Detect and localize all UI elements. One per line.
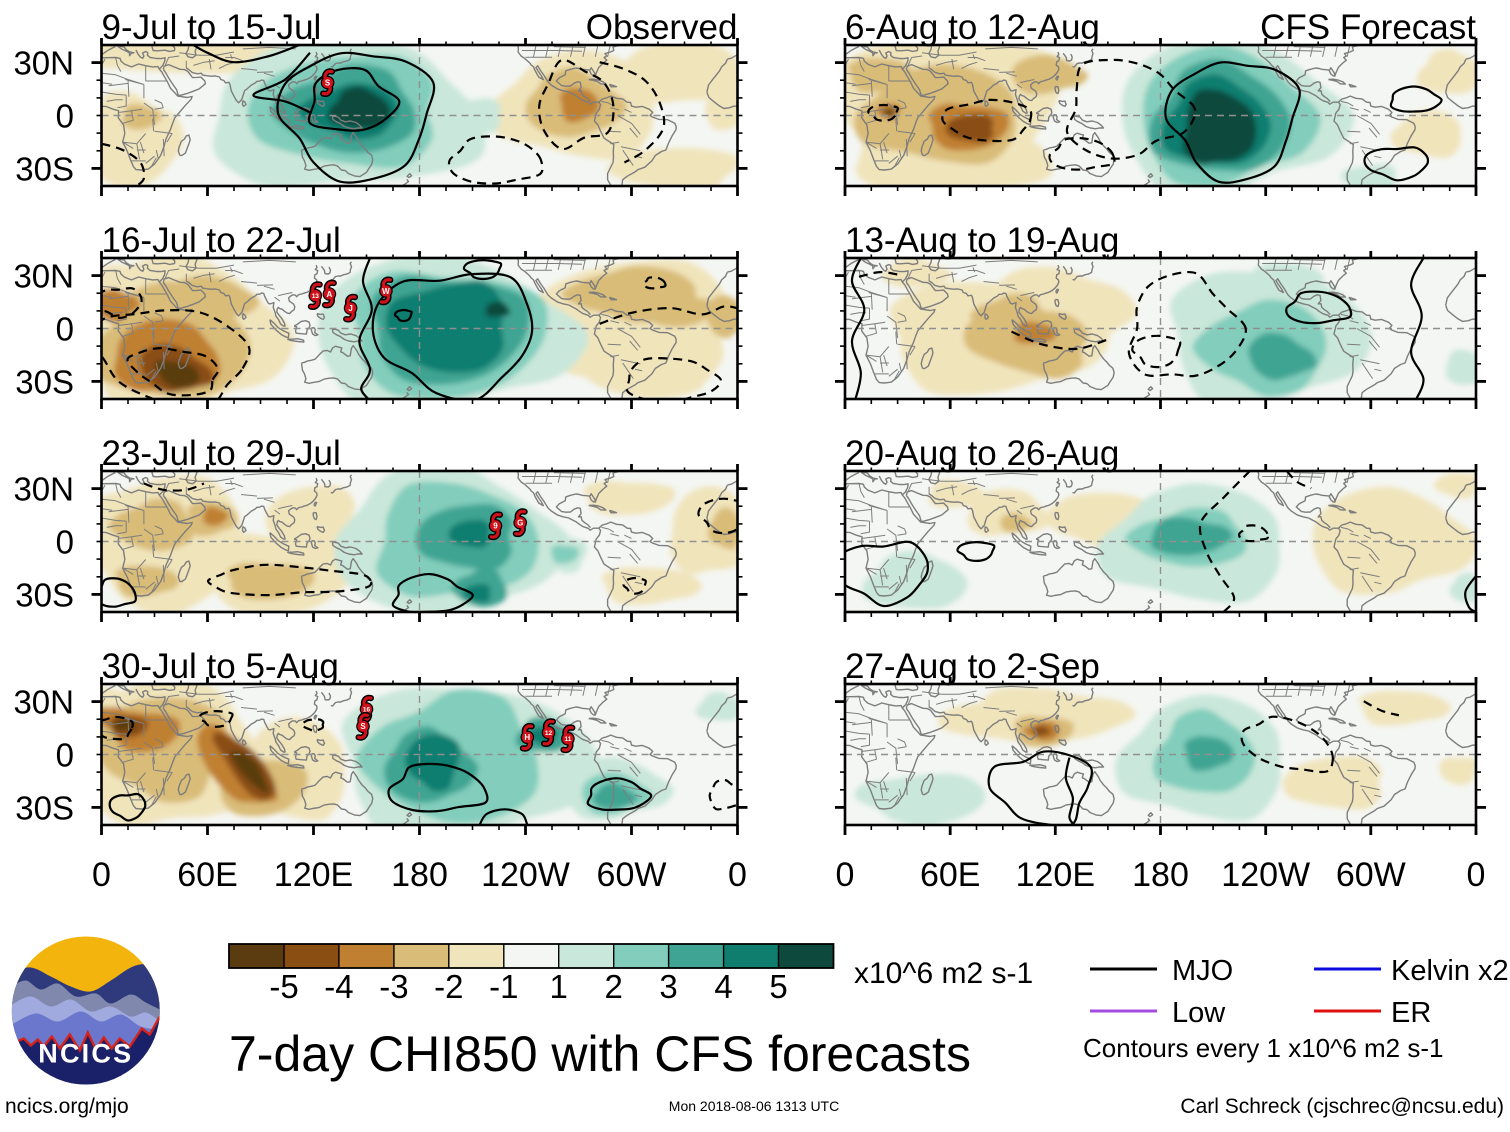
svg-text:5: 5 — [769, 968, 787, 1005]
svg-text:-2: -2 — [434, 968, 463, 1005]
svg-text:30N: 30N — [13, 45, 74, 82]
svg-text:0: 0 — [56, 737, 74, 774]
svg-text:180: 180 — [1132, 856, 1189, 894]
svg-text:Carl Schreck (cjschrec@ncsu.ed: Carl Schreck (cjschrec@ncsu.edu) — [1180, 1095, 1504, 1118]
svg-text:120W: 120W — [481, 856, 570, 894]
svg-text:30N: 30N — [13, 471, 74, 508]
svg-text:ncics.org/mjo: ncics.org/mjo — [5, 1095, 129, 1118]
svg-text:Kelvin x2: Kelvin x2 — [1391, 955, 1509, 987]
svg-text:H: H — [524, 733, 530, 742]
svg-text:1: 1 — [550, 968, 568, 1005]
svg-text:-4: -4 — [324, 968, 353, 1005]
svg-text:9: 9 — [493, 522, 498, 531]
svg-text:Low: Low — [1172, 997, 1226, 1029]
svg-text:30S: 30S — [15, 363, 74, 400]
svg-text:-5: -5 — [269, 968, 298, 1005]
svg-text:60E: 60E — [920, 856, 981, 894]
svg-text:0: 0 — [92, 856, 111, 894]
svg-text:4: 4 — [714, 968, 732, 1005]
svg-text:x10^6 m2 s-1: x10^6 m2 s-1 — [854, 957, 1033, 990]
svg-text:30S: 30S — [15, 150, 74, 187]
svg-text:MJO: MJO — [1172, 955, 1233, 987]
svg-text:-1: -1 — [489, 968, 518, 1005]
svg-text:Mon 2018-08-06 1313 UTC: Mon 2018-08-06 1313 UTC — [669, 1098, 839, 1114]
svg-text:S: S — [360, 722, 366, 731]
svg-text:0: 0 — [56, 311, 74, 348]
svg-text:30N: 30N — [13, 258, 74, 295]
svg-text:120E: 120E — [274, 856, 353, 894]
svg-text:NCICS: NCICS — [38, 1039, 133, 1069]
svg-text:ER: ER — [1391, 997, 1431, 1029]
svg-text:12: 12 — [545, 730, 553, 737]
svg-text:CFS Forecast: CFS Forecast — [1260, 8, 1476, 47]
svg-text:180: 180 — [391, 856, 448, 894]
svg-text:7-day CHI850 with CFS forecast: 7-day CHI850 with CFS forecasts — [229, 1026, 971, 1082]
svg-text:30S: 30S — [15, 789, 74, 826]
svg-text:J: J — [348, 304, 352, 313]
svg-text:60W: 60W — [597, 856, 667, 894]
svg-text:23-Jul to 29-Jul: 23-Jul to 29-Jul — [102, 434, 341, 473]
svg-text:30S: 30S — [15, 576, 74, 613]
svg-text:0: 0 — [836, 856, 855, 894]
svg-text:120E: 120E — [1016, 856, 1095, 894]
svg-text:G: G — [517, 519, 523, 528]
svg-text:20-Aug to 26-Aug: 20-Aug to 26-Aug — [845, 434, 1119, 473]
svg-text:13: 13 — [312, 293, 320, 300]
svg-text:0: 0 — [56, 524, 74, 561]
svg-text:60E: 60E — [177, 856, 238, 894]
svg-text:30-Jul to 5-Aug: 30-Jul to 5-Aug — [102, 647, 339, 686]
svg-text:3: 3 — [659, 968, 677, 1005]
svg-text:13-Aug to 19-Aug: 13-Aug to 19-Aug — [845, 221, 1119, 260]
svg-text:11: 11 — [564, 736, 571, 743]
svg-text:16: 16 — [363, 706, 371, 713]
svg-text:30N: 30N — [13, 684, 74, 721]
svg-text:0: 0 — [1467, 856, 1486, 894]
svg-text:0: 0 — [56, 98, 74, 135]
svg-text:27-Aug to 2-Sep: 27-Aug to 2-Sep — [845, 647, 1100, 686]
svg-text:S: S — [325, 79, 331, 88]
svg-text:W: W — [382, 287, 390, 296]
svg-text:2: 2 — [605, 968, 623, 1005]
svg-text:16-Jul to 22-Jul: 16-Jul to 22-Jul — [102, 221, 341, 260]
svg-text:6-Aug to 12-Aug: 6-Aug to 12-Aug — [845, 8, 1100, 47]
svg-text:120W: 120W — [1221, 856, 1310, 894]
svg-text:Observed: Observed — [586, 8, 738, 47]
svg-text:60W: 60W — [1336, 856, 1406, 894]
svg-text:-3: -3 — [379, 968, 408, 1005]
svg-text:0: 0 — [728, 856, 747, 894]
svg-text:Contours every 1 x10^6 m2 s-1: Contours every 1 x10^6 m2 s-1 — [1083, 1033, 1443, 1063]
svg-text:9-Jul to 15-Jul: 9-Jul to 15-Jul — [102, 8, 322, 47]
svg-text:A: A — [327, 290, 333, 299]
